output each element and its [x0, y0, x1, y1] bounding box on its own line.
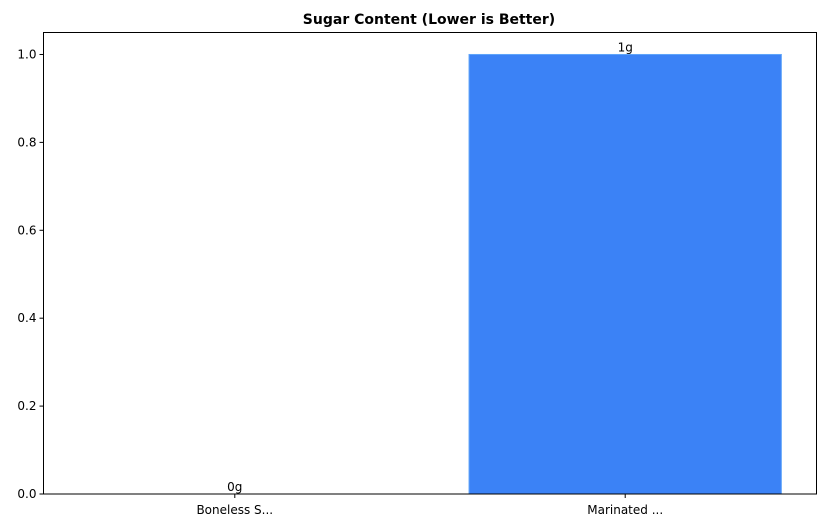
bar [468, 53, 782, 495]
y-tick-label: 0.8 [17, 135, 36, 149]
y-tick-label: 0.4 [17, 311, 36, 325]
x-tick-label: Boneless S... [196, 503, 273, 517]
y-tick-label: 0.2 [17, 399, 36, 413]
chart-title: Sugar Content (Lower is Better) [303, 12, 555, 28]
data-label: 0g [227, 480, 242, 494]
data-label: 1g [618, 40, 633, 54]
x-tick-label: Marinated ... [587, 503, 663, 517]
y-tick-label: 1.0 [17, 47, 36, 61]
axes-frame [43, 32, 817, 495]
y-tick-label: 0.6 [17, 223, 36, 237]
y-tick-label: 0.0 [17, 487, 36, 501]
